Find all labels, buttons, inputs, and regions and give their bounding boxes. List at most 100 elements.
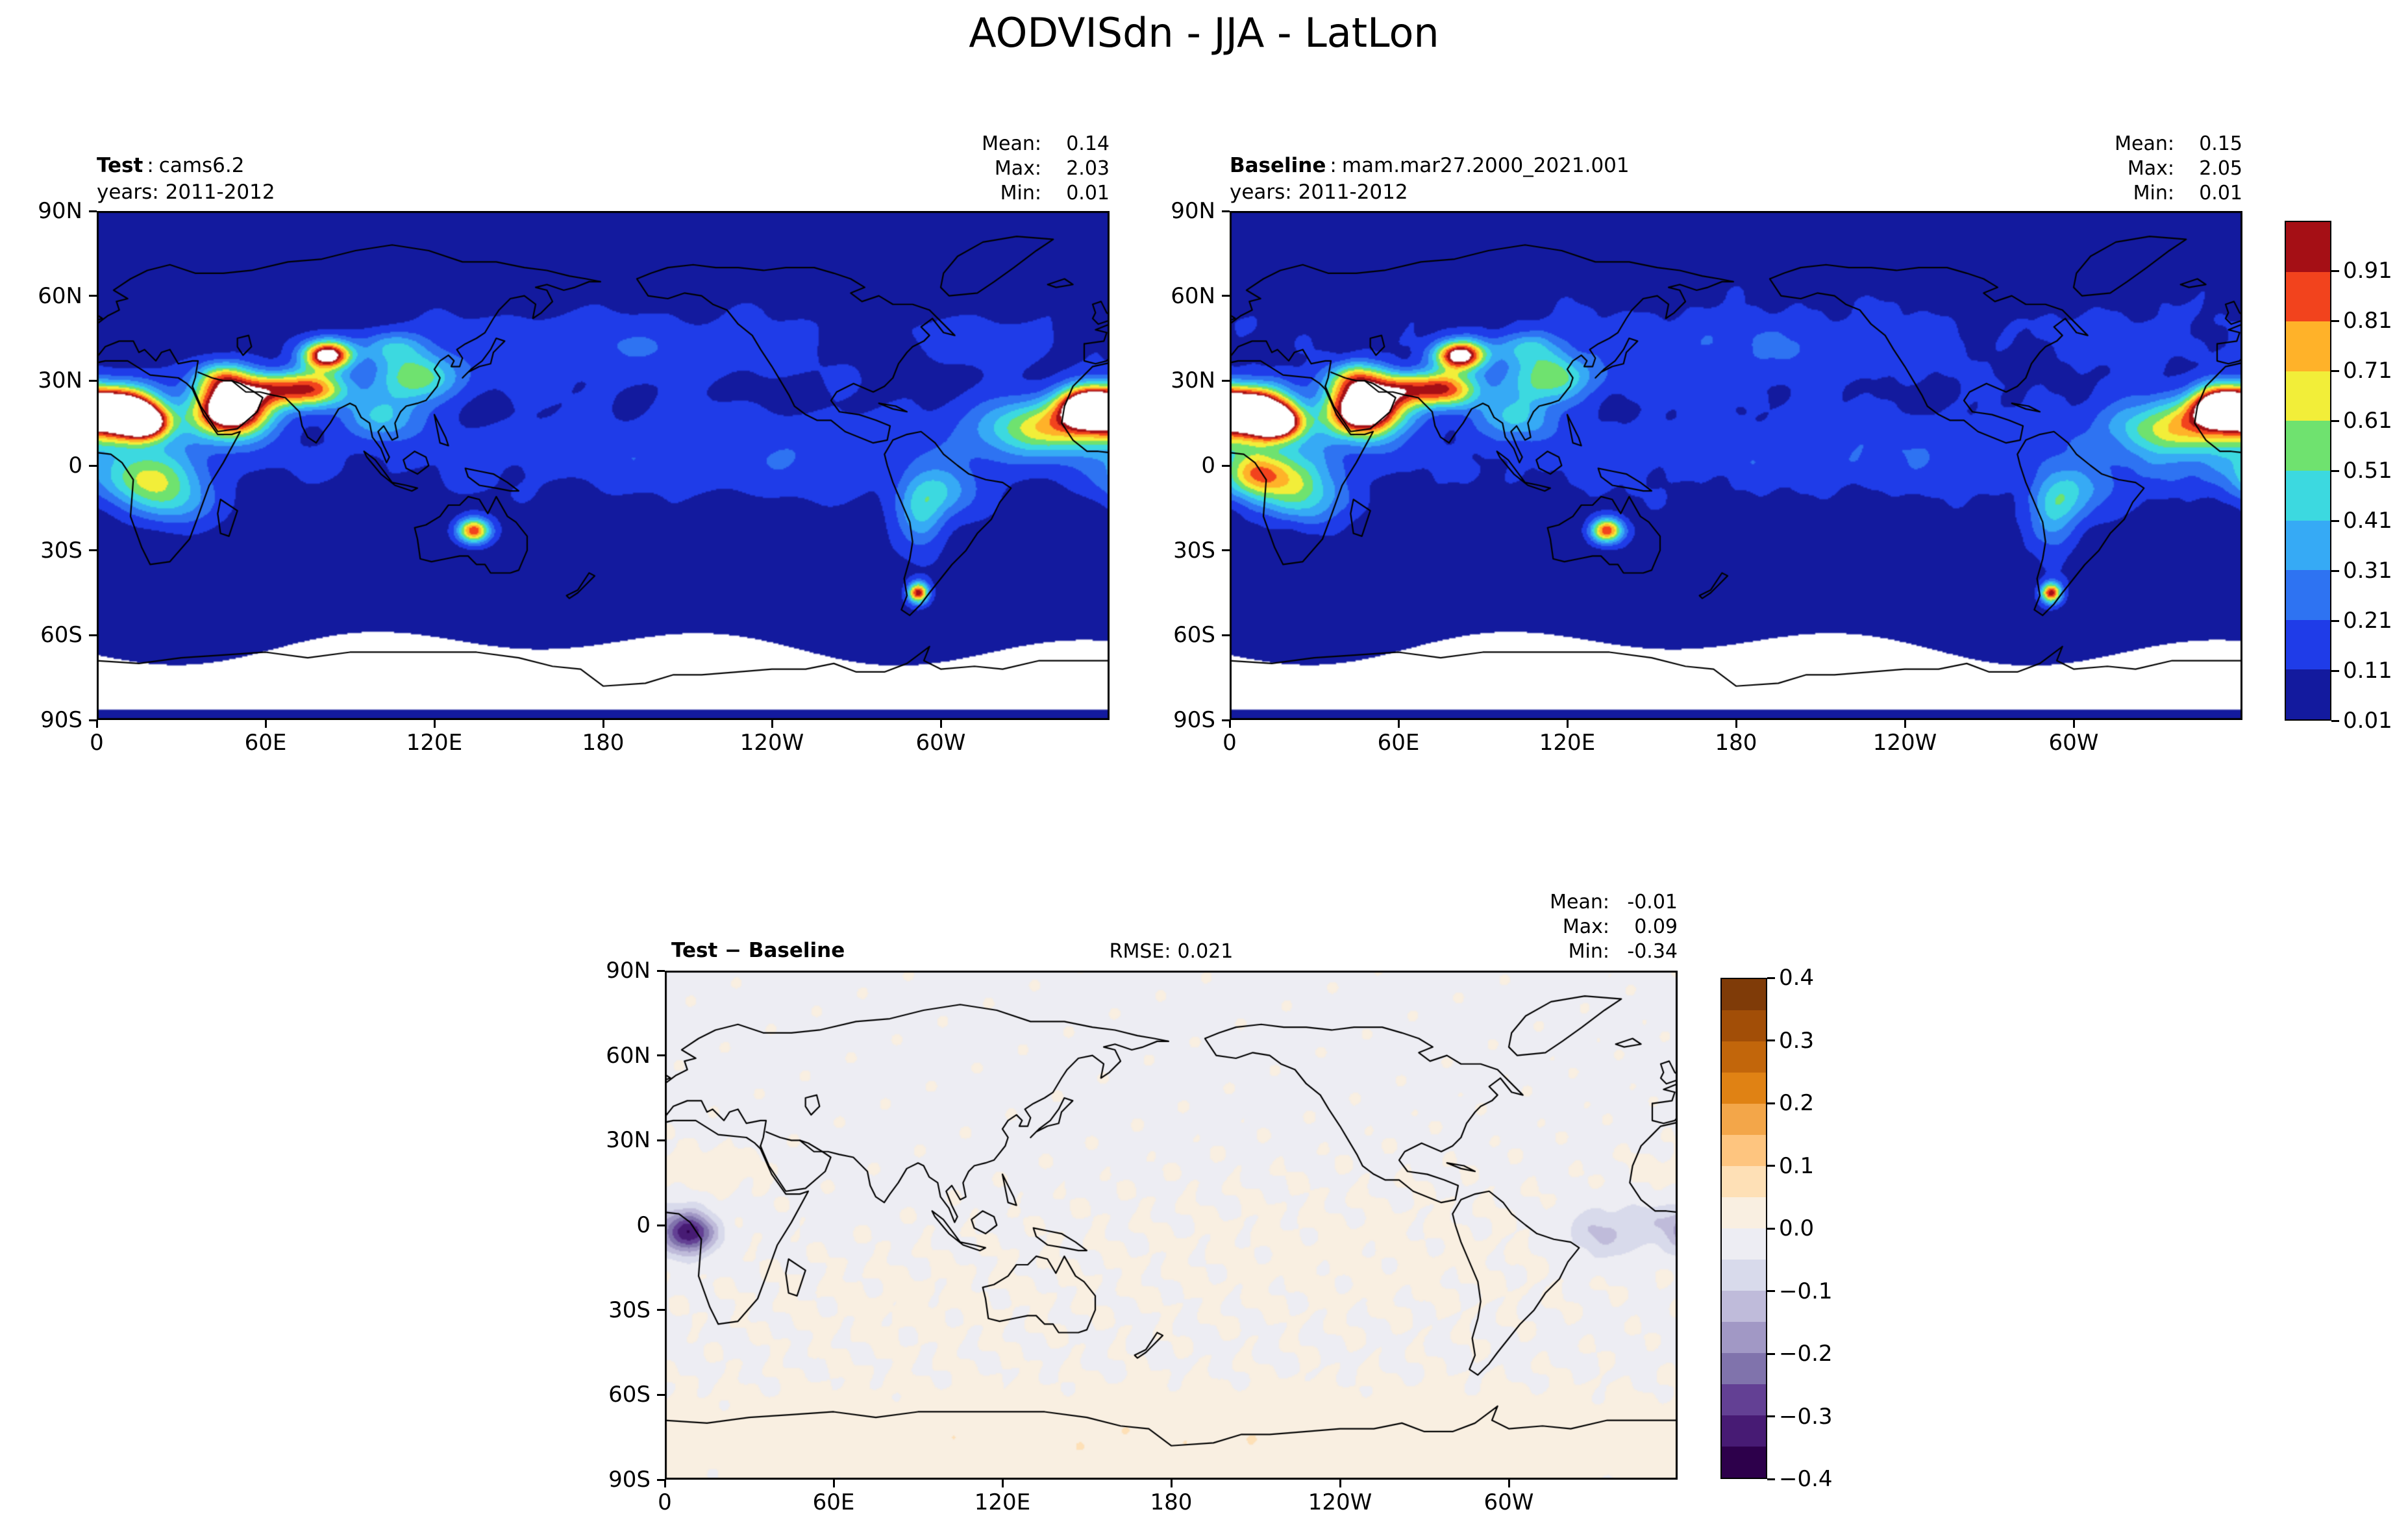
lon-tick-label: 60W	[915, 730, 966, 756]
x-tick-mark	[264, 720, 267, 728]
colorbar-tick-label: 0.1	[1779, 1152, 1815, 1179]
lat-tick-label: 60N	[606, 1042, 651, 1069]
colorbar-segment	[1722, 1197, 1766, 1228]
lon-tick-label: 120E	[406, 730, 463, 756]
colorbar-tick-label: 0.2	[1779, 1090, 1815, 1116]
x-tick-mark	[1339, 1480, 1341, 1487]
x-tick-mark	[1001, 1480, 1004, 1487]
x-tick-mark	[95, 720, 98, 728]
lat-tick-label: 30N	[1171, 367, 1215, 394]
lon-tick-label: 180	[1150, 1489, 1193, 1515]
colorbar-tick-mark	[1767, 1165, 1775, 1167]
colorbar-tick-mark	[1767, 1227, 1775, 1230]
colorbar-segment	[1722, 1104, 1766, 1135]
colorbar-tick-mark	[2331, 619, 2339, 622]
stat-row: Max: 2.03	[902, 156, 1110, 181]
figure-title: AODVISdn - JJA - LatLon	[969, 9, 1439, 56]
lat-tick-label: 60S	[1173, 622, 1215, 649]
lon-tick-label: 180	[1715, 730, 1757, 756]
x-tick-mark	[1566, 720, 1569, 728]
y-tick-mark	[1222, 379, 1230, 382]
baseline-label: Baseline	[1230, 154, 1326, 177]
colorbar-segment	[1722, 1010, 1766, 1041]
colorbar-tick-mark	[1767, 1352, 1775, 1355]
colorbar-segment	[1722, 1353, 1766, 1384]
y-tick-mark	[657, 969, 665, 972]
lon-tick-label: 120W	[1308, 1489, 1372, 1515]
colorbar-segment	[1722, 1228, 1766, 1260]
y-tick-mark	[89, 464, 97, 467]
stat-value: 0.14	[1066, 132, 1110, 155]
lon-tick-label: 120W	[1872, 730, 1937, 756]
stat-row: Min: -0.34	[1470, 939, 1678, 964]
colorbar-segment	[1722, 1447, 1766, 1478]
colorbar-tick-mark	[2331, 419, 2339, 422]
rmse-label: RMSE:	[1109, 940, 1171, 963]
colorbar-tick-mark	[1767, 1290, 1775, 1292]
lat-tick-label: 90N	[38, 198, 82, 224]
baseline-stats: Mean: 0.15 Max: 2.05 Min: 0.01	[2035, 132, 2242, 206]
test-label: Test	[97, 154, 143, 177]
diff-rmse: RMSE: 0.021	[665, 940, 1678, 963]
colorbar-segment	[1722, 1073, 1766, 1104]
stat-row: Max: 2.05	[2035, 156, 2242, 181]
colorbar-tick-label: 0.31	[2343, 558, 2392, 584]
colorbar-segment	[1722, 1041, 1766, 1073]
lon-tick-label: 60E	[812, 1489, 855, 1515]
stat-value: 2.03	[1066, 157, 1110, 180]
colorbar-tick-mark	[1767, 976, 1775, 979]
colorbar-segment	[1722, 1415, 1766, 1447]
stat-row: Mean: -0.01	[1470, 890, 1678, 915]
x-tick-mark	[1170, 1480, 1173, 1487]
stat-row: Mean: 0.14	[902, 132, 1110, 156]
x-tick-mark	[602, 720, 604, 728]
lat-tick-label: 30S	[1173, 537, 1215, 564]
lon-tick-label: 0	[1223, 730, 1237, 756]
rmse-value: 0.021	[1177, 940, 1234, 963]
y-tick-mark	[657, 1393, 665, 1396]
lat-tick-label: 60S	[40, 622, 82, 649]
stat-label: Mean:	[982, 132, 1041, 155]
colorbar-segment	[1722, 1135, 1766, 1166]
stat-label: Min:	[2133, 182, 2174, 205]
test-name: cams6.2	[158, 154, 245, 177]
y-tick-mark	[657, 1224, 665, 1226]
lat-tick-label: 90S	[608, 1467, 651, 1493]
baseline-map	[1230, 211, 2242, 720]
stat-value: -0.01	[1627, 891, 1678, 914]
colorbar-tick-mark	[2331, 719, 2339, 722]
y-tick-mark	[657, 1309, 665, 1311]
lat-tick-label: 0	[68, 453, 82, 479]
lat-tick-label: 0	[636, 1212, 651, 1238]
colorbar-tick-mark	[2331, 319, 2339, 322]
colorbar-segment	[2286, 271, 2330, 322]
lat-tick-label: 30N	[38, 367, 82, 394]
test-stats: Mean: 0.14 Max: 2.03 Min: 0.01	[902, 132, 1110, 206]
lat-tick-label: 60N	[1171, 282, 1215, 309]
stat-value: 0.01	[1066, 182, 1110, 205]
lon-tick-label: 60E	[1377, 730, 1420, 756]
aod-colorbar	[2285, 221, 2331, 721]
stat-row: Max: 0.09	[1470, 915, 1678, 939]
stat-value: -0.34	[1627, 940, 1678, 963]
colorbar-segment	[1722, 1260, 1766, 1291]
test-years: years: 2011-2012	[97, 180, 275, 204]
lon-tick-label: 120E	[974, 1489, 1031, 1515]
lon-tick-label: 0	[658, 1489, 672, 1515]
difference-colorbar	[1720, 978, 1767, 1479]
lon-tick-label: 60E	[244, 730, 287, 756]
colorbar-tick-label: 0.91	[2343, 258, 2392, 284]
lon-tick-label: 180	[582, 730, 625, 756]
stat-label: Max:	[1562, 915, 1609, 938]
colorbar-segment	[2286, 421, 2330, 471]
colorbar-tick-mark	[1767, 1102, 1775, 1104]
difference-map	[665, 971, 1678, 1480]
colorbar-tick-label: 0.41	[2343, 508, 2392, 534]
stat-label: Max:	[2127, 157, 2174, 180]
colorbar-tick-mark	[2331, 569, 2339, 572]
y-tick-mark	[1222, 634, 1230, 636]
x-tick-mark	[2072, 720, 2075, 728]
y-tick-mark	[89, 719, 97, 721]
baseline-years: years: 2011-2012	[1230, 180, 1408, 204]
colorbar-tick-label: 0.61	[2343, 408, 2392, 434]
